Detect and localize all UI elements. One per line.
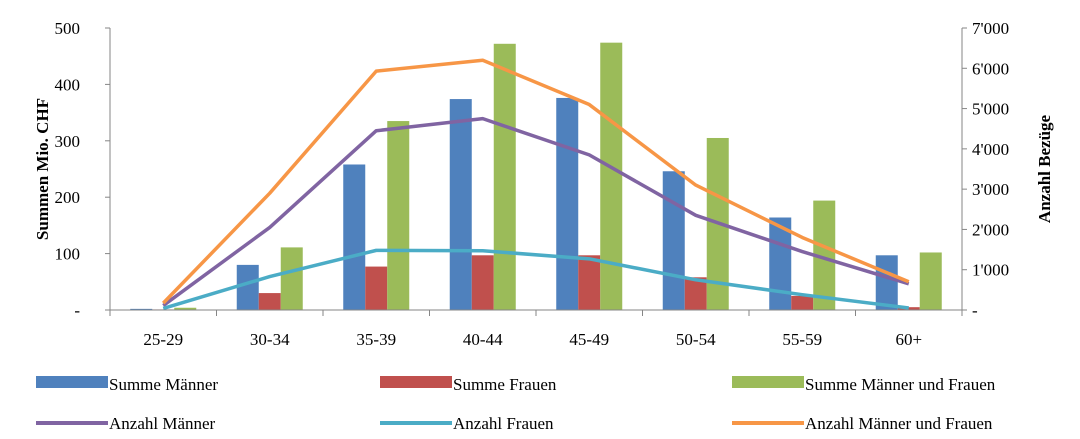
bar [449, 99, 472, 311]
bar [578, 255, 601, 310]
bar [493, 43, 516, 311]
x-tick-label: 25-29 [143, 330, 183, 349]
legend-swatch [36, 376, 108, 388]
y2-tick-label: 3'000 [972, 180, 1009, 199]
y2-tick-label: 1'000 [972, 261, 1009, 280]
bar [365, 266, 388, 310]
x-tick-label: 35-39 [356, 330, 396, 349]
bar [662, 171, 685, 310]
y-tick-label: 400 [55, 75, 81, 94]
bar [258, 293, 281, 310]
legend-label: Summe Frauen [453, 375, 557, 394]
x-tick-label: 60+ [895, 330, 922, 349]
legend-label: Anzahl Frauen [453, 414, 554, 433]
y-axis-title: Summen Mio. CHF [33, 98, 52, 240]
bar [556, 97, 579, 310]
bar [684, 277, 707, 310]
x-tick-label: 40-44 [463, 330, 503, 349]
y2-tick-label: 5'000 [972, 100, 1009, 119]
y2-axis-title: Anzahl Bezüge [1035, 114, 1054, 223]
x-tick-label: 30-34 [250, 330, 290, 349]
bar [387, 121, 410, 310]
series-line [162, 248, 909, 311]
legend-label: Summe Männer [109, 375, 218, 394]
x-tick-label: 55-59 [782, 330, 822, 349]
legend-label: Summe Männer und Frauen [805, 375, 996, 394]
bar [174, 307, 197, 310]
legend: Summe Männer Summe Frauen Summe Männer und… [36, 375, 996, 433]
y2-tick-label: 4'000 [972, 140, 1009, 159]
bar [791, 295, 814, 310]
bar [600, 42, 623, 310]
legend-swatch [380, 376, 452, 388]
bar [236, 264, 259, 310]
y-tick-label: 300 [55, 132, 81, 151]
series-line [162, 116, 910, 307]
axes: - 100 200 300 400 500 - 1'000 2'000 3'000 4'000 5'0… [55, 19, 1010, 349]
series-line [161, 58, 910, 305]
y2-tick-label: 2'000 [972, 220, 1009, 239]
y2-tick-label: 6'000 [972, 59, 1009, 78]
y-tick-label: 200 [55, 188, 81, 207]
x-tick-label: 45-49 [569, 330, 609, 349]
bar [280, 247, 303, 310]
bar [875, 255, 898, 310]
x-tick-label: 50-54 [676, 330, 716, 349]
bar [919, 252, 942, 310]
bar [471, 255, 494, 310]
bar [897, 307, 920, 310]
bars [130, 42, 942, 311]
legend-label: Anzahl Männer [109, 414, 216, 433]
y-tick-label: 100 [55, 245, 81, 264]
y-tick-label: 500 [55, 19, 81, 38]
lines [161, 58, 910, 311]
bar [813, 200, 836, 310]
y2-tick-label: 7'000 [972, 19, 1009, 38]
y2-tick-label: - [972, 301, 978, 320]
bar [343, 164, 366, 310]
legend-label: Anzahl Männer und Frauen [805, 414, 993, 433]
legend-swatch [732, 376, 804, 388]
bar [130, 308, 153, 310]
y-tick-label: - [74, 301, 80, 320]
